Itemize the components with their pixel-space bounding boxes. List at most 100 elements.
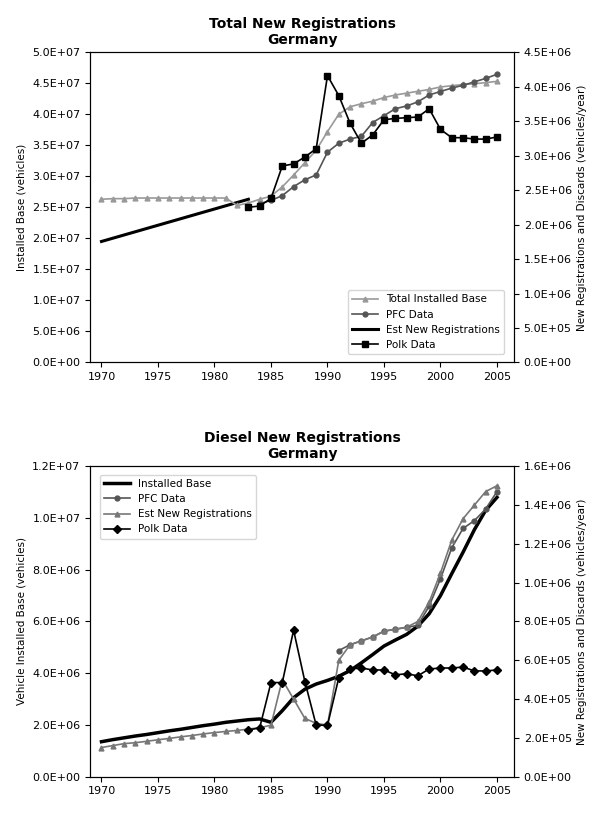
Polk Data: [403, 113, 410, 123]
Polk Data: [414, 112, 422, 122]
Polk Data: [256, 201, 263, 211]
PFC Data: [358, 132, 365, 141]
PFC Data: [493, 69, 501, 79]
Est New Registrations: [132, 737, 139, 747]
Est New Registrations: [403, 623, 410, 633]
Installed Base: [98, 737, 105, 746]
PFC Data: [381, 626, 388, 636]
Polk Data: [448, 133, 455, 142]
Polk Data: [245, 725, 252, 735]
Installed Base: [381, 641, 388, 651]
Installed Base: [211, 720, 218, 729]
Legend: Total Installed Base, PFC Data, Est New Registrations, Polk Data: Total Installed Base, PFC Data, Est New …: [348, 290, 504, 354]
Polk Data: [426, 104, 433, 114]
Est New Registrations: [256, 723, 263, 733]
PFC Data: [448, 543, 455, 553]
Polk Data: [358, 138, 365, 148]
Est New Registrations: [109, 741, 117, 750]
Polk Data: [482, 666, 489, 676]
Polk Data: [268, 193, 275, 203]
Total Installed Base: [268, 191, 275, 201]
Est New Registrations: [391, 624, 399, 634]
Total Installed Base: [177, 193, 184, 203]
PFC Data: [471, 515, 478, 525]
Est New Registrations: [369, 633, 376, 642]
Est New Registrations: [301, 714, 309, 724]
PFC Data: [358, 636, 365, 646]
Total Installed Base: [211, 193, 218, 203]
PFC Data: [460, 80, 467, 90]
Polk Data: [471, 134, 478, 144]
Total Installed Base: [199, 193, 207, 203]
Est New Registrations: [165, 733, 173, 743]
Polk Data: [493, 665, 501, 675]
Total Installed Base: [448, 80, 455, 90]
PFC Data: [347, 134, 354, 144]
Est New Registrations: [98, 237, 105, 246]
Total Installed Base: [245, 198, 252, 208]
Polk Data: [381, 665, 388, 675]
Total Installed Base: [301, 158, 309, 167]
Total Installed Base: [347, 102, 354, 111]
Polk Data: [403, 669, 410, 679]
Total Installed Base: [165, 193, 173, 203]
Installed Base: [426, 609, 433, 619]
PFC Data: [347, 640, 354, 650]
Polk Data: [358, 663, 365, 673]
Polk Data: [268, 678, 275, 688]
Total Installed Base: [381, 93, 388, 102]
Installed Base: [437, 591, 444, 601]
PFC Data: [414, 97, 422, 107]
Title: Diesel New Registrations
Germany: Diesel New Registrations Germany: [204, 431, 400, 461]
Y-axis label: Installed Base (vehicles): Installed Base (vehicles): [17, 144, 27, 271]
Total Installed Base: [312, 146, 320, 155]
Total Installed Base: [437, 82, 444, 92]
Total Installed Base: [414, 86, 422, 96]
Polk Data: [460, 133, 467, 142]
Installed Base: [335, 672, 342, 681]
Total Installed Base: [132, 193, 139, 203]
Installed Base: [177, 724, 184, 734]
Est New Registrations: [222, 727, 230, 737]
Installed Base: [245, 715, 252, 724]
Polk Data: [312, 720, 320, 730]
Polk Data: [290, 159, 297, 169]
Est New Registrations: [120, 739, 127, 749]
Est New Registrations: [437, 568, 444, 578]
Polk Data: [437, 663, 444, 673]
PFC Data: [426, 90, 433, 100]
Y-axis label: Vehicle Installed Base (vehicles): Vehicle Installed Base (vehicles): [17, 537, 27, 706]
PFC Data: [391, 104, 399, 114]
PFC Data: [437, 87, 444, 97]
Total Installed Base: [155, 193, 162, 203]
PFC Data: [369, 633, 376, 642]
Installed Base: [222, 717, 230, 727]
Total Installed Base: [109, 193, 117, 203]
Total Installed Base: [98, 194, 105, 204]
Est New Registrations: [335, 655, 342, 665]
PFC Data: [301, 175, 309, 185]
Total Installed Base: [358, 99, 365, 109]
PFC Data: [403, 101, 410, 111]
Line: PFC Data: PFC Data: [257, 72, 500, 207]
Installed Base: [278, 706, 286, 715]
Polk Data: [391, 114, 399, 124]
Polk Data: [335, 91, 342, 101]
PFC Data: [290, 182, 297, 192]
Line: Est New Registrations: Est New Registrations: [99, 483, 500, 750]
Total Installed Base: [335, 110, 342, 120]
Total Installed Base: [471, 79, 478, 89]
Est New Registrations: [245, 194, 252, 204]
Line: Total Installed Base: Total Installed Base: [99, 79, 500, 208]
Installed Base: [143, 729, 150, 739]
Installed Base: [256, 714, 263, 724]
Total Installed Base: [188, 193, 196, 203]
Installed Base: [448, 569, 455, 579]
PFC Data: [381, 111, 388, 120]
Installed Base: [403, 629, 410, 639]
Total Installed Base: [403, 89, 410, 98]
Est New Registrations: [290, 694, 297, 704]
Installed Base: [301, 685, 309, 694]
PFC Data: [268, 196, 275, 206]
Line: PFC Data: PFC Data: [336, 489, 500, 653]
